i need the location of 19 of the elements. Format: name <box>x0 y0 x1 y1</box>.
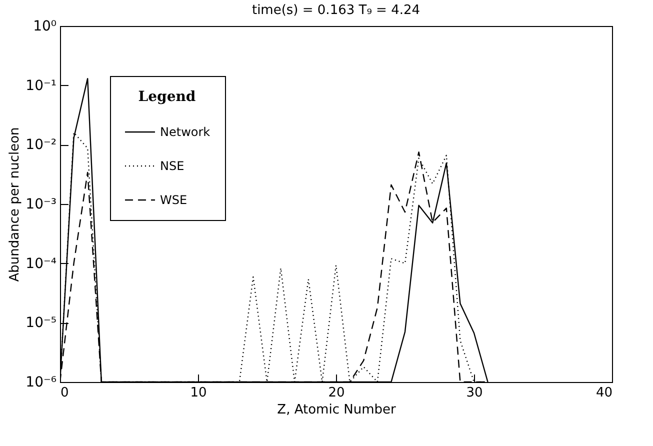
x-tick-label: 30 <box>466 386 483 400</box>
y-tick-label: 10⁻¹ <box>26 78 56 94</box>
y-tick-label: 10⁻³ <box>26 196 56 212</box>
x-tick-label: 0 <box>60 386 69 400</box>
y-tick-label: 10⁻⁴ <box>26 256 57 272</box>
legend-label: WSE <box>160 193 188 207</box>
y-axis-title: Abundance per nucleon <box>8 127 23 282</box>
y-tick-label: 10⁻⁶ <box>26 374 57 390</box>
chart-title: time(s) = 0.163 T₉ = 4.24 <box>252 3 420 18</box>
x-tick-label: 10 <box>190 386 207 400</box>
y-tick-label: 10⁻⁵ <box>26 315 56 332</box>
x-tick-label: 20 <box>328 386 345 400</box>
x-tick-label: 40 <box>596 386 612 400</box>
legend-title: Legend <box>138 89 196 105</box>
y-tick-label: 10⁻² <box>26 137 56 154</box>
legend-label: NSE <box>160 159 184 173</box>
y-tick-label: 10⁰ <box>33 18 57 34</box>
x-axis-title: Z, Atomic Number <box>277 402 396 418</box>
legend-label: Network <box>160 125 210 139</box>
